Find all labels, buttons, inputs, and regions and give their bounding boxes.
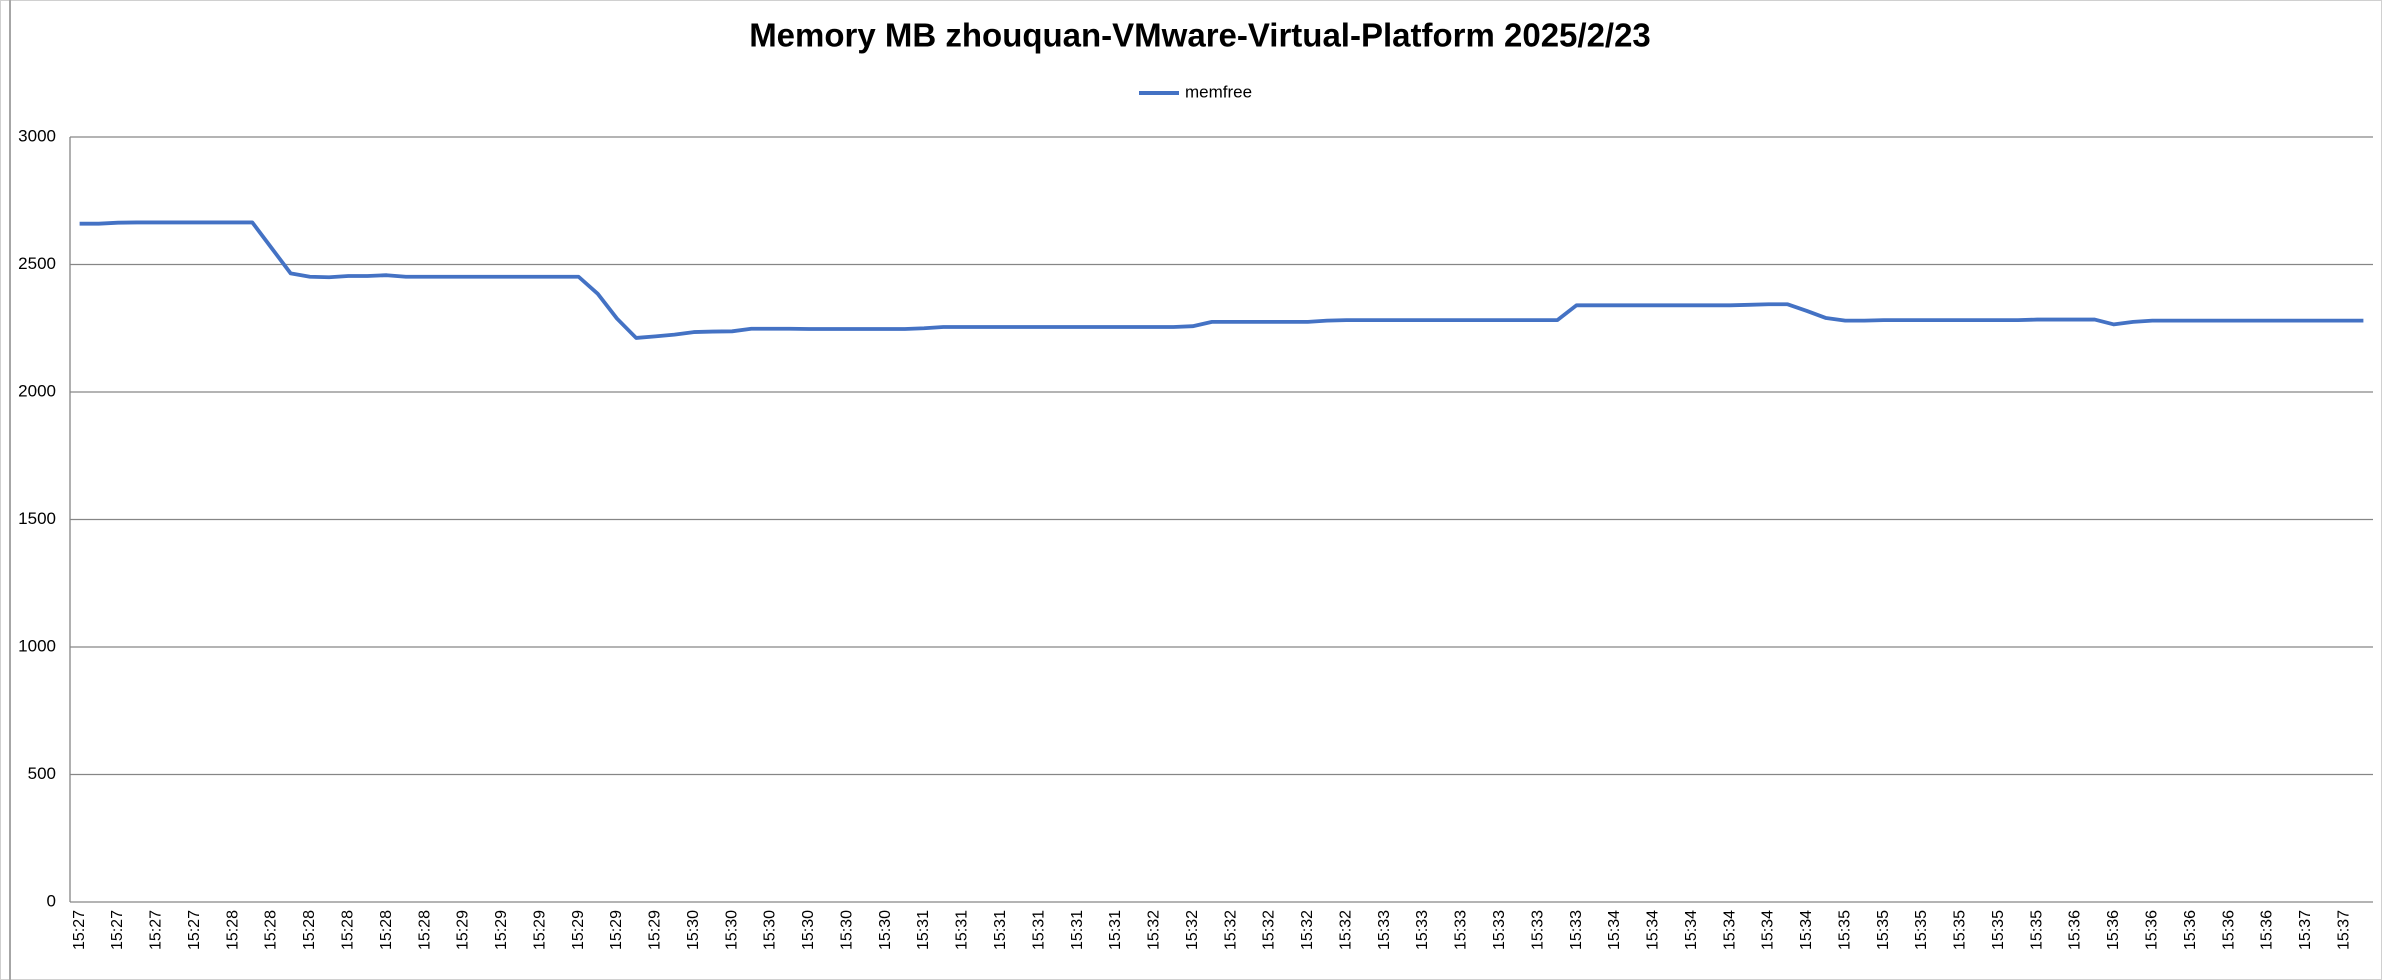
x-tick-label: 15:30: [723, 910, 740, 950]
x-tick-label: 15:32: [1337, 910, 1354, 950]
y-tick-label: 1500: [18, 509, 56, 528]
x-tick-label: 15:29: [647, 910, 664, 950]
chart-title: Memory MB zhouquan-VMware-Virtual-Platfo…: [749, 17, 1651, 54]
x-tick-label: 15:33: [1568, 910, 1585, 950]
x-tick-label: 15:31: [954, 910, 971, 950]
x-tick-label: 15:37: [2335, 910, 2352, 950]
x-tick-label: 15:29: [493, 910, 510, 950]
x-tick-label: 15:32: [1146, 910, 1163, 950]
x-tick-label: 15:31: [1069, 910, 1086, 950]
legend-label: memfree: [1185, 82, 1252, 101]
x-tick-label: 15:35: [1913, 910, 1930, 950]
x-tick-label: 15:28: [301, 910, 318, 950]
x-tick-label: 15:36: [2105, 910, 2122, 950]
x-tick-label: 15:35: [1875, 910, 1892, 950]
x-tick-label: 15:29: [570, 910, 587, 950]
x-tick-label: 15:32: [1184, 910, 1201, 950]
x-tick-label: 15:37: [2297, 910, 2314, 950]
y-tick-label: 3000: [18, 126, 56, 145]
x-tick-label: 15:34: [1606, 910, 1623, 950]
x-tick-label: 15:34: [1645, 910, 1662, 950]
x-tick-label: 15:34: [1721, 910, 1738, 950]
x-tick-label: 15:30: [877, 910, 894, 950]
y-tick-label: 2500: [18, 254, 56, 273]
x-tick-label: 15:28: [224, 910, 241, 950]
x-tick-label: 15:31: [992, 910, 1009, 950]
x-tick-label: 15:33: [1376, 910, 1393, 950]
x-tick-label: 15:33: [1491, 910, 1508, 950]
x-tick-label: 15:34: [1798, 910, 1815, 950]
x-tick-label: 15:27: [109, 910, 126, 950]
x-tick-label: 15:28: [263, 910, 280, 950]
x-tick-label: 15:28: [378, 910, 395, 950]
x-tick-label: 15:35: [1836, 910, 1853, 950]
x-tick-label: 15:36: [2067, 910, 2084, 950]
x-tick-label: 15:33: [1453, 910, 1470, 950]
x-tick-label: 15:27: [148, 910, 165, 950]
data-line: [79, 220, 2364, 340]
x-tick-label: 15:36: [2220, 910, 2237, 950]
x-tick-label: 15:34: [1683, 910, 1700, 950]
x-tick-label: 15:29: [531, 910, 548, 950]
x-tick-label: 15:31: [1030, 910, 1047, 950]
y-tick-label: 0: [47, 891, 56, 910]
x-tick-label: 15:33: [1414, 910, 1431, 950]
x-tick-label: 15:30: [800, 910, 817, 950]
x-tick-label: 15:36: [2259, 910, 2276, 950]
x-tick-label: 15:28: [339, 910, 356, 950]
y-tick-label: 500: [28, 764, 56, 783]
x-tick-label: 15:31: [915, 910, 932, 950]
x-tick-label: 15:34: [1760, 910, 1777, 950]
x-tick-label: 15:27: [186, 910, 203, 950]
x-tick-label: 15:35: [1990, 910, 2007, 950]
x-tick-label: 15:33: [1529, 910, 1546, 950]
x-tick-label: 15:32: [1299, 910, 1316, 950]
x-tick-label: 15:27: [71, 910, 88, 950]
x-tick-label: 15:35: [2028, 910, 2045, 950]
x-tick-label: 15:30: [838, 910, 855, 950]
x-tick-label: 15:32: [1261, 910, 1278, 950]
x-tick-label: 15:28: [416, 910, 433, 950]
x-tick-label: 15:30: [762, 910, 779, 950]
x-tick-label: 15:36: [2182, 910, 2199, 950]
x-tick-label: 15:31: [1107, 910, 1124, 950]
x-tick-label: 15:29: [608, 910, 625, 950]
x-tick-label: 15:35: [1952, 910, 1969, 950]
y-tick-label: 2000: [18, 381, 56, 400]
x-tick-label: 15:29: [455, 910, 472, 950]
y-tick-label: 1000: [18, 636, 56, 655]
x-tick-label: 15:36: [2144, 910, 2161, 950]
x-tick-label: 15:32: [1222, 910, 1239, 950]
x-tick-label: 15:30: [685, 910, 702, 950]
